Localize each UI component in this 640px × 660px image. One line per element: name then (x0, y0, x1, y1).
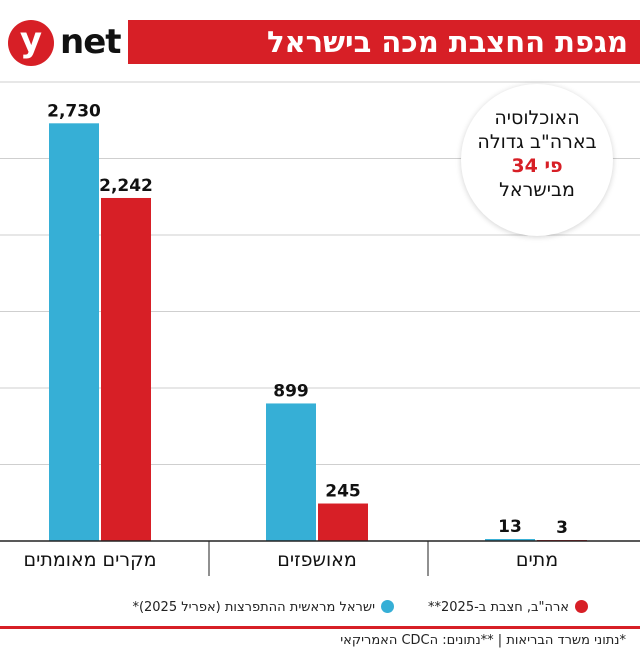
bar-israel-2 (485, 539, 535, 541)
source-note: *נתוני משרד הבריאות | **נתונים: הCDC האמ… (340, 633, 626, 648)
bar-usa-0 (101, 197, 151, 541)
logo-letter: y (19, 20, 43, 60)
value-label-israel-0: 2,730 (47, 101, 101, 121)
callout-line-2: בארה"ב גדולה (477, 131, 597, 153)
x-axis (0, 540, 640, 576)
value-label-usa-2: 3 (556, 518, 568, 538)
legend-label-israel: ישראל מראשית ההתפרצות (אפריל 2025)* (132, 600, 375, 615)
bars (49, 123, 587, 541)
logo-circle (8, 20, 54, 66)
value-label-usa-0: 2,242 (99, 176, 153, 196)
value-label-israel-2: 13 (498, 517, 522, 537)
logo-word: net (60, 22, 122, 62)
title-bar: מגפת החצבת מכה בישראל (128, 20, 640, 64)
category-label-2: מתים (516, 549, 558, 571)
category-label-0: מקרים מאומתים (23, 549, 156, 571)
legend-label-usa: ארה"ב, חצבת ב-2025** (428, 600, 569, 615)
bar-israel-1 (266, 403, 316, 541)
population-callout: האוכלוסיה בארה"ב גדולה פי 34 מבישראל (461, 84, 613, 236)
bar-israel-0 (49, 123, 99, 541)
legend-dot-blue (381, 600, 394, 613)
category-labels: מקרים מאומתים מאושפזים מתים (23, 549, 558, 571)
chart-title: מגפת החצבת מכה בישראל (266, 25, 628, 59)
value-label-usa-1: 245 (325, 482, 361, 502)
category-label-1: מאושפזים (277, 549, 357, 571)
callout-line-4: מבישראל (499, 179, 575, 201)
value-labels: 2,730 2,242 899 245 13 3 (47, 101, 568, 538)
legend-dot-red (575, 600, 588, 613)
callout-highlight: פי 34 (511, 155, 563, 177)
legend: ישראל מראשית ההתפרצות (אפריל 2025)* ארה"… (0, 597, 640, 621)
value-label-israel-1: 899 (273, 381, 309, 401)
bar-chart: 2,730 2,242 899 245 13 3 מקרים מאומתים מאושפזי… (0, 81, 640, 576)
ynet-logo: y net (6, 18, 122, 68)
bar-usa-1 (318, 503, 368, 541)
legend-item-israel: ישראל מראשית ההתפרצות (אפריל 2025)* (132, 597, 394, 619)
callout-line-1: האוכלוסיה (494, 107, 580, 129)
legend-item-usa: ארה"ב, חצבת ב-2025** (428, 597, 588, 619)
footer-rule (0, 626, 640, 629)
